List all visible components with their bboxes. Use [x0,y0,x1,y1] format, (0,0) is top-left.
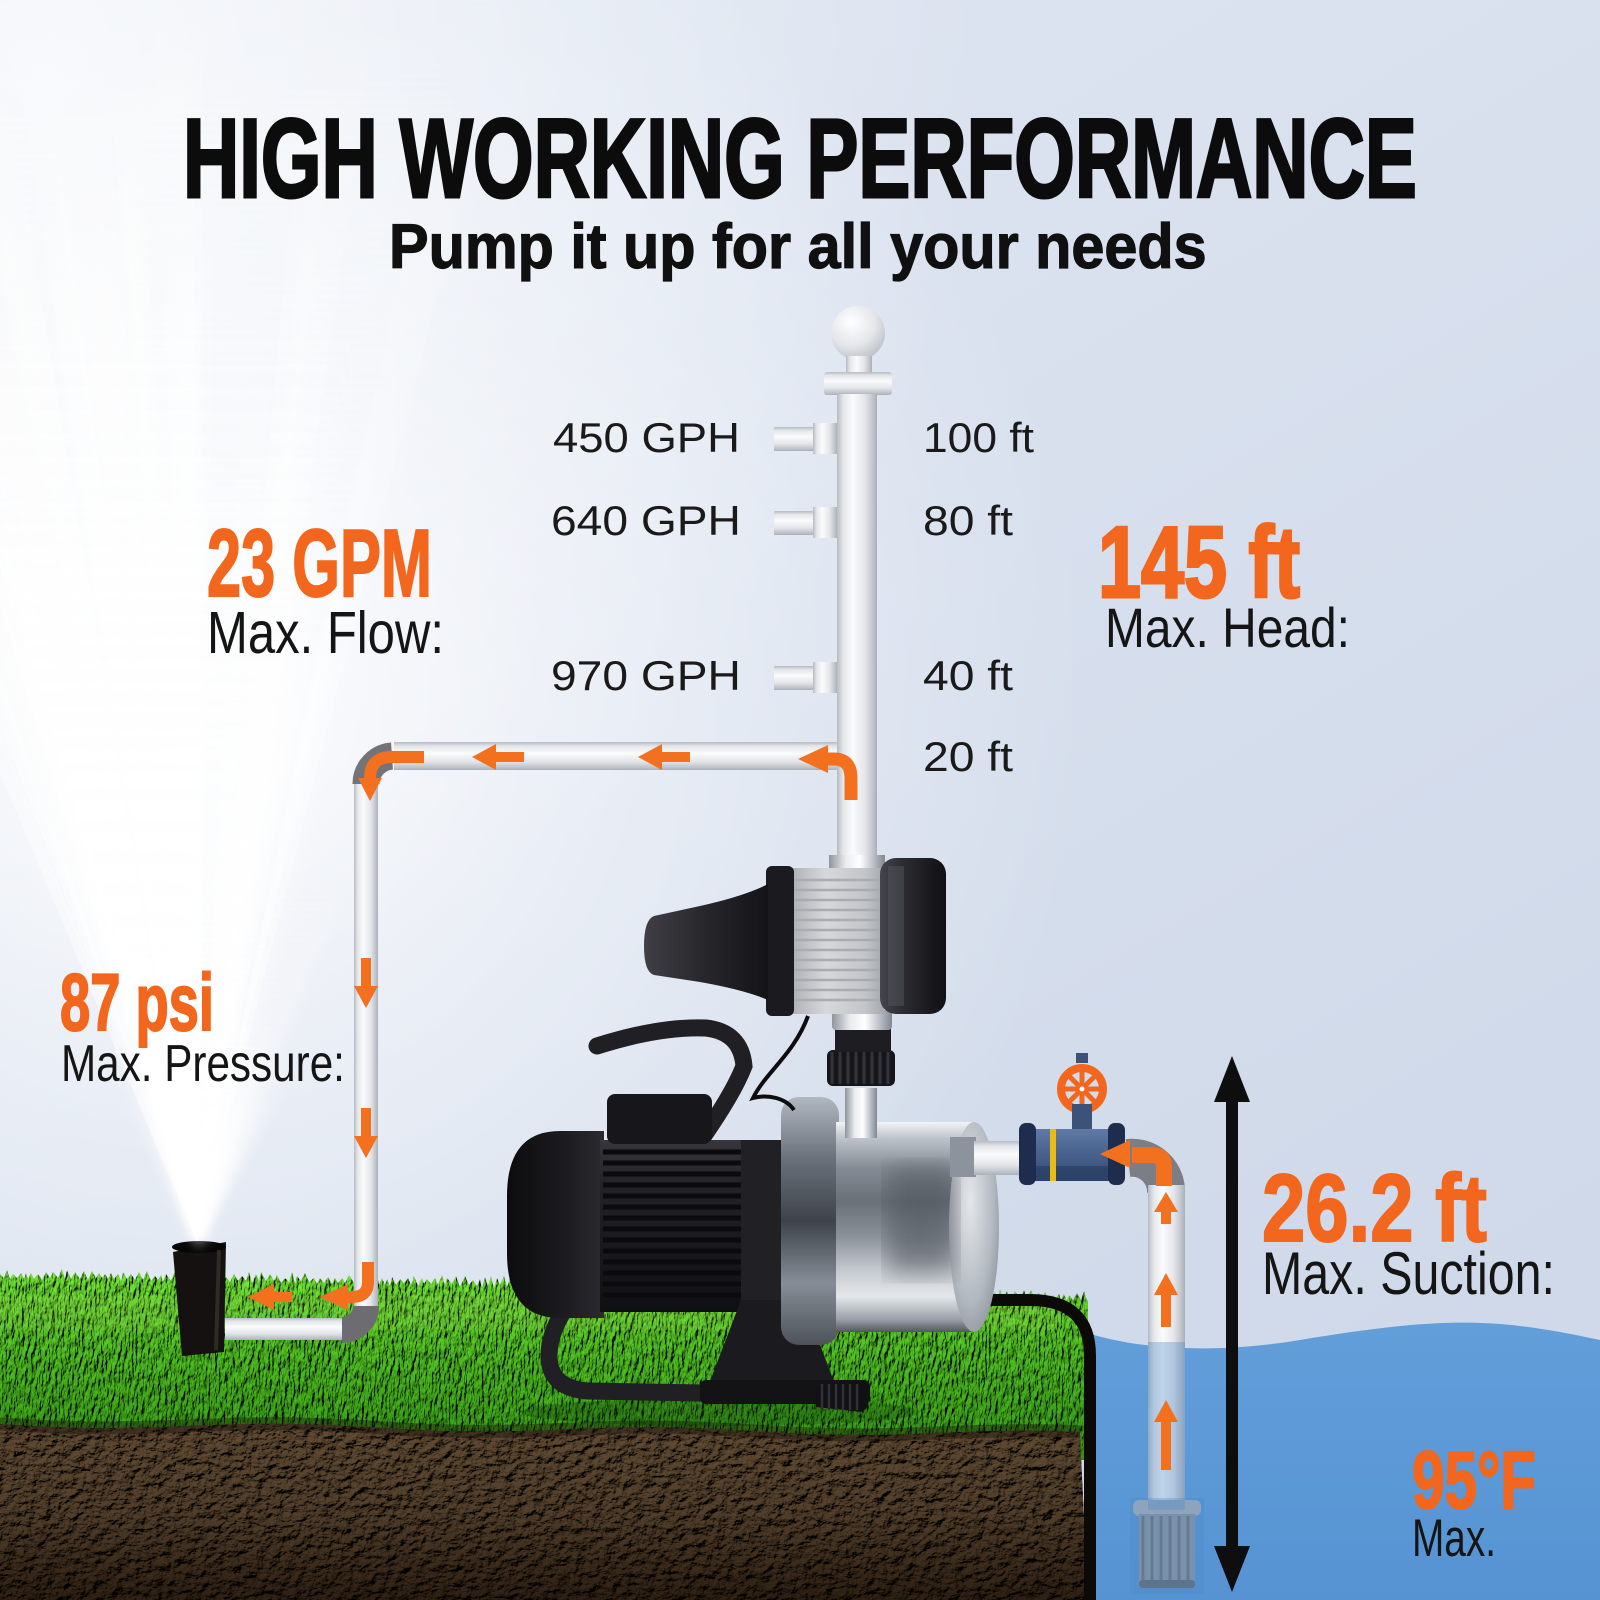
svg-text:23 GPM: 23 GPM [207,510,432,617]
svg-text:100 ft: 100 ft [923,415,1034,462]
svg-text:87 psi: 87 psi [60,957,214,1047]
svg-text:Pump it up for all your needs: Pump it up for all your needs [389,211,1207,281]
svg-text:970 GPH: 970 GPH [551,653,741,700]
svg-text:80 ft: 80 ft [923,498,1013,545]
svg-text:95°F: 95°F [1412,1435,1536,1526]
svg-text:Max.: Max. [1412,1508,1496,1567]
svg-text:Max. Suction:: Max. Suction: [1262,1240,1555,1307]
svg-text:20 ft: 20 ft [923,734,1013,781]
svg-text:40 ft: 40 ft [923,653,1013,700]
svg-text:Max. Pressure:: Max. Pressure: [61,1035,345,1093]
svg-text:Max. Flow:: Max. Flow: [207,601,444,666]
svg-text:26.2 ft: 26.2 ft [1262,1154,1487,1262]
svg-text:145 ft: 145 ft [1098,507,1300,619]
svg-text:640 GPH: 640 GPH [551,498,741,545]
svg-text:HIGH WORKING PERFORMANCE: HIGH WORKING PERFORMANCE [183,97,1417,221]
svg-text:Max. Head:: Max. Head: [1105,598,1350,660]
svg-text:450 GPH: 450 GPH [553,415,740,462]
